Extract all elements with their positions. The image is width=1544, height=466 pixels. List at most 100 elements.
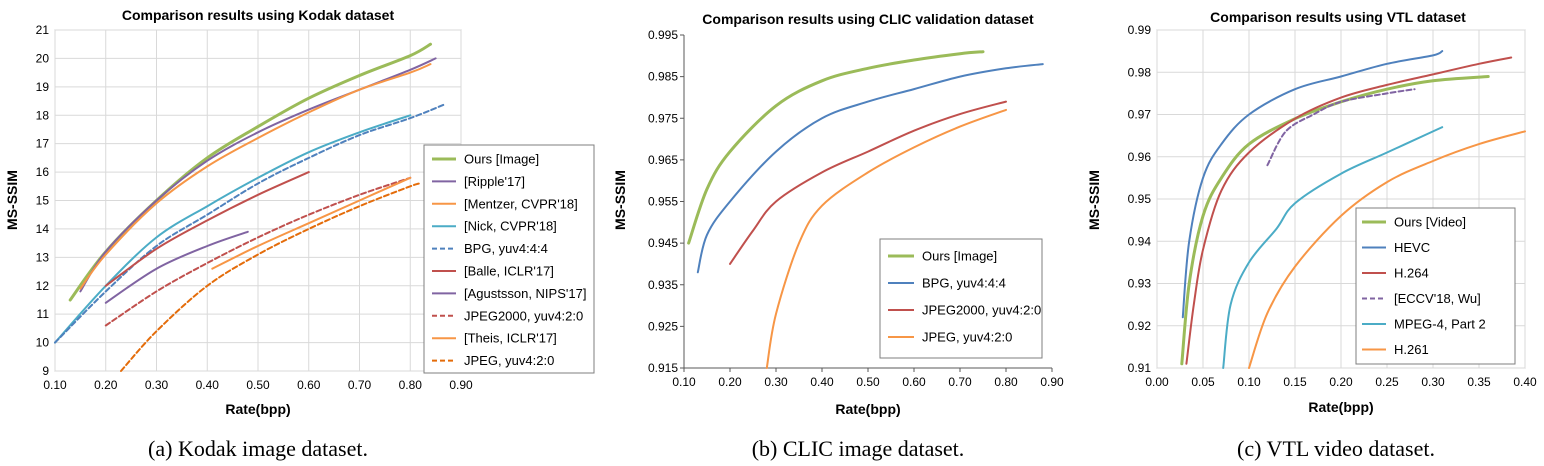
series-lines	[54, 42, 447, 372]
y-tick-label: 0.96	[1128, 150, 1152, 164]
legend-label: [Balle, ICLR'17]	[464, 264, 554, 279]
chart-title: Comparison results using VTL dataset	[1210, 9, 1466, 25]
panel-kodak: Comparison results using Kodak dataset 9…	[4, 7, 595, 461]
x-tick-label: 0.30	[764, 375, 788, 389]
legend-label: [Ripple'17]	[464, 174, 525, 189]
y-tick-label: 0.94	[1128, 234, 1152, 248]
series-line	[104, 230, 249, 304]
y-axis-label: MS-SSIM	[1086, 170, 1102, 230]
legend-label: JPEG2000, yuv4:2:0	[464, 308, 583, 323]
x-tick-label: 0.35	[1467, 375, 1491, 389]
x-tick-label: 0.40	[810, 375, 834, 389]
x-tick-label: 0.80	[994, 375, 1018, 389]
x-axis-label: Rate(bpp)	[835, 401, 900, 417]
y-tick-label: 18	[36, 108, 50, 122]
series-line	[696, 63, 1044, 274]
panel-vtl: Comparison results using VTL dataset 0.9…	[1086, 9, 1537, 461]
legend: Ours [Video] HEVC H.264 [ECCV'18, Wu] MPEG-4…	[1355, 207, 1516, 365]
y-tick-label: 12	[36, 279, 50, 293]
legend-label: [ECCV'18, Wu]	[1394, 291, 1481, 306]
x-tick-label: 0.70	[948, 375, 972, 389]
y-tick-label: 0.945	[648, 236, 678, 250]
x-tick-label: 0.60	[297, 378, 321, 392]
legend-label: HEVC	[1394, 240, 1430, 255]
y-tick-label: 0.97	[1128, 108, 1152, 122]
caption: (b) CLIC image dataset.	[752, 436, 965, 461]
y-tick-label: 0.92	[1128, 319, 1152, 333]
y-tick-label: 19	[36, 80, 50, 94]
legend-box	[423, 144, 595, 374]
y-tick-label: 13	[36, 250, 50, 264]
chart-title: Comparison results using CLIC validation…	[702, 11, 1034, 27]
legend-label: BPG, yuv4:4:4	[464, 241, 548, 256]
x-axis-label: Rate(bpp)	[225, 401, 290, 417]
y-axis-label: MS-SSIM	[4, 170, 20, 230]
x-tick-label: 0.10	[43, 378, 67, 392]
caption: (c) VTL video dataset.	[1237, 436, 1435, 461]
legend-box	[1355, 207, 1516, 365]
y-tick-label: 0.965	[648, 153, 678, 167]
y-tick-label: 11	[37, 307, 50, 321]
legend-label: [Nick, CVPR'18]	[464, 219, 557, 234]
legend-label: JPEG, yuv4:2:0	[922, 330, 1012, 345]
chart-title: Comparison results using Kodak dataset	[122, 7, 395, 23]
series-line	[1180, 75, 1490, 366]
x-tick-label: 0.70	[348, 378, 372, 392]
y-tick-label: 0.955	[648, 195, 678, 209]
y-tick-label: 0.985	[648, 70, 678, 84]
series-line	[1248, 130, 1526, 369]
x-tick-label: 0.20	[718, 375, 742, 389]
series-line	[729, 100, 1007, 265]
x-tick-label: 0.40	[1513, 375, 1537, 389]
series-line	[1185, 56, 1513, 365]
legend-label: Ours [Image]	[922, 249, 997, 264]
legend-label: JPEG2000, yuv4:2:0	[922, 303, 1041, 318]
y-tick-label: 9	[42, 364, 49, 378]
series-line	[1181, 50, 1444, 319]
y-tick-label: 0.935	[648, 278, 678, 292]
x-tick-label: 0.30	[1421, 375, 1445, 389]
y-tick-label: 20	[36, 51, 50, 65]
series-lines	[687, 50, 1044, 369]
x-tick-label: 0.40	[196, 378, 220, 392]
legend-label: JPEG, yuv4:2:0	[464, 353, 554, 368]
x-tick-label: 0.90	[449, 378, 473, 392]
series-line	[54, 102, 447, 344]
x-tick-label: 0.80	[399, 378, 423, 392]
caption: (a) Kodak image dataset.	[148, 436, 368, 461]
grid-lines	[54, 29, 462, 372]
series-line	[120, 182, 422, 372]
y-tick-label: 0.98	[1128, 65, 1152, 79]
x-tick-label: 0.60	[902, 375, 926, 389]
tick-labels: 9 10 11 12 13 14 15 16 17 18 19 20 21 0.10 0.20 0.30 0.4…	[36, 23, 473, 392]
x-tick-label: 0.20	[94, 378, 118, 392]
legend-box	[879, 238, 1043, 359]
legend-entries: Ours [Image] [Ripple'17] [Mentzer, CVPR'18…	[432, 152, 586, 368]
series-lines	[1180, 50, 1526, 369]
series-line	[104, 171, 310, 287]
x-tick-label: 0.30	[145, 378, 169, 392]
y-tick-label: 0.93	[1128, 277, 1152, 291]
legend-label: MPEG-4, Part 2	[1394, 317, 1486, 332]
y-tick-label: 0.95	[1128, 192, 1152, 206]
x-tick-label: 0.20	[1329, 375, 1353, 389]
y-tick-label: 0.925	[648, 319, 678, 333]
series-line	[211, 176, 412, 270]
y-tick-label: 10	[36, 336, 50, 350]
y-tick-label: 17	[36, 137, 50, 151]
x-axis-label: Rate(bpp)	[1308, 399, 1373, 415]
y-tick-label: 0.915	[648, 361, 678, 375]
legend-label: H.264	[1394, 266, 1429, 281]
series-line	[1266, 88, 1416, 167]
x-tick-label: 0.10	[672, 375, 696, 389]
x-tick-label: 0.25	[1375, 375, 1399, 389]
x-tick-label: 0.15	[1283, 375, 1307, 389]
legend: Ours [Image] BPG, yuv4:4:4 JPEG2000, yuv4:…	[879, 238, 1043, 359]
y-tick-label: 14	[36, 222, 50, 236]
legend-label: H.261	[1394, 342, 1429, 357]
tick-labels: 0.91 0.92 0.93 0.94 0.95 0.96 0.97 0.98 0.99 0.00…	[1128, 23, 1537, 389]
y-tick-label: 15	[36, 194, 50, 208]
y-tick-label: 16	[36, 165, 50, 179]
tick-labels: 0.915 0.925 0.935 0.945 0.955 0.965 0.975 0.985…	[648, 28, 1064, 389]
